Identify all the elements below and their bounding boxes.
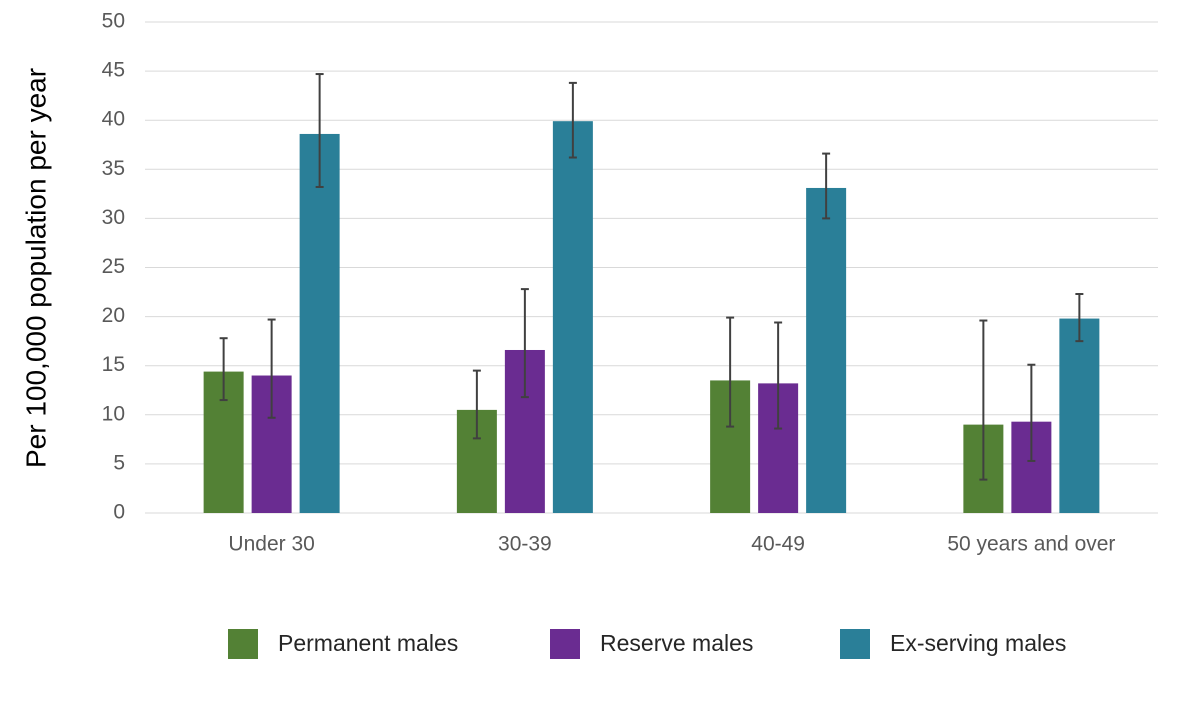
y-tick-label: 35	[102, 157, 125, 180]
y-tick-label: 50	[102, 10, 125, 33]
y-tick-label: 30	[102, 206, 125, 229]
y-tick-label: 15	[102, 353, 125, 376]
error-bar	[472, 369, 481, 440]
bar	[299, 133, 340, 513]
legend-label: Permanent males	[278, 630, 458, 656]
legend-label: Ex-serving males	[890, 630, 1066, 656]
error-bar	[1027, 363, 1036, 462]
y-tick-label: 20	[102, 304, 125, 327]
x-tick-label: 50 years and over	[947, 533, 1115, 556]
error-bar	[520, 288, 529, 399]
legend-swatch	[550, 629, 580, 659]
error-bar	[979, 319, 988, 481]
error-bar	[822, 152, 831, 220]
error-bar	[315, 73, 324, 188]
bar	[806, 187, 847, 513]
legend-swatch	[840, 629, 870, 659]
error-bar	[219, 337, 228, 402]
y-tick-label: 25	[102, 255, 125, 278]
error-bar	[568, 81, 577, 159]
x-tick-label: 40-49	[751, 533, 805, 556]
error-bar	[1075, 293, 1084, 343]
legend-swatch	[228, 629, 258, 659]
y-tick-label: 5	[113, 451, 125, 474]
y-tick-label: 0	[113, 501, 125, 524]
y-tick-label: 45	[102, 59, 125, 82]
x-tick-label: Under 30	[228, 533, 314, 556]
error-bar	[774, 321, 783, 430]
bar	[1059, 318, 1100, 513]
legend-label: Reserve males	[600, 630, 753, 656]
error-bar	[726, 316, 735, 428]
x-tick-label: 30-39	[498, 533, 552, 556]
y-axis-label: Per 100,000 population per year	[20, 68, 51, 468]
y-tick-label: 10	[102, 402, 125, 425]
error-bar	[267, 318, 276, 419]
bar	[552, 121, 593, 513]
y-tick-label: 40	[102, 108, 125, 131]
